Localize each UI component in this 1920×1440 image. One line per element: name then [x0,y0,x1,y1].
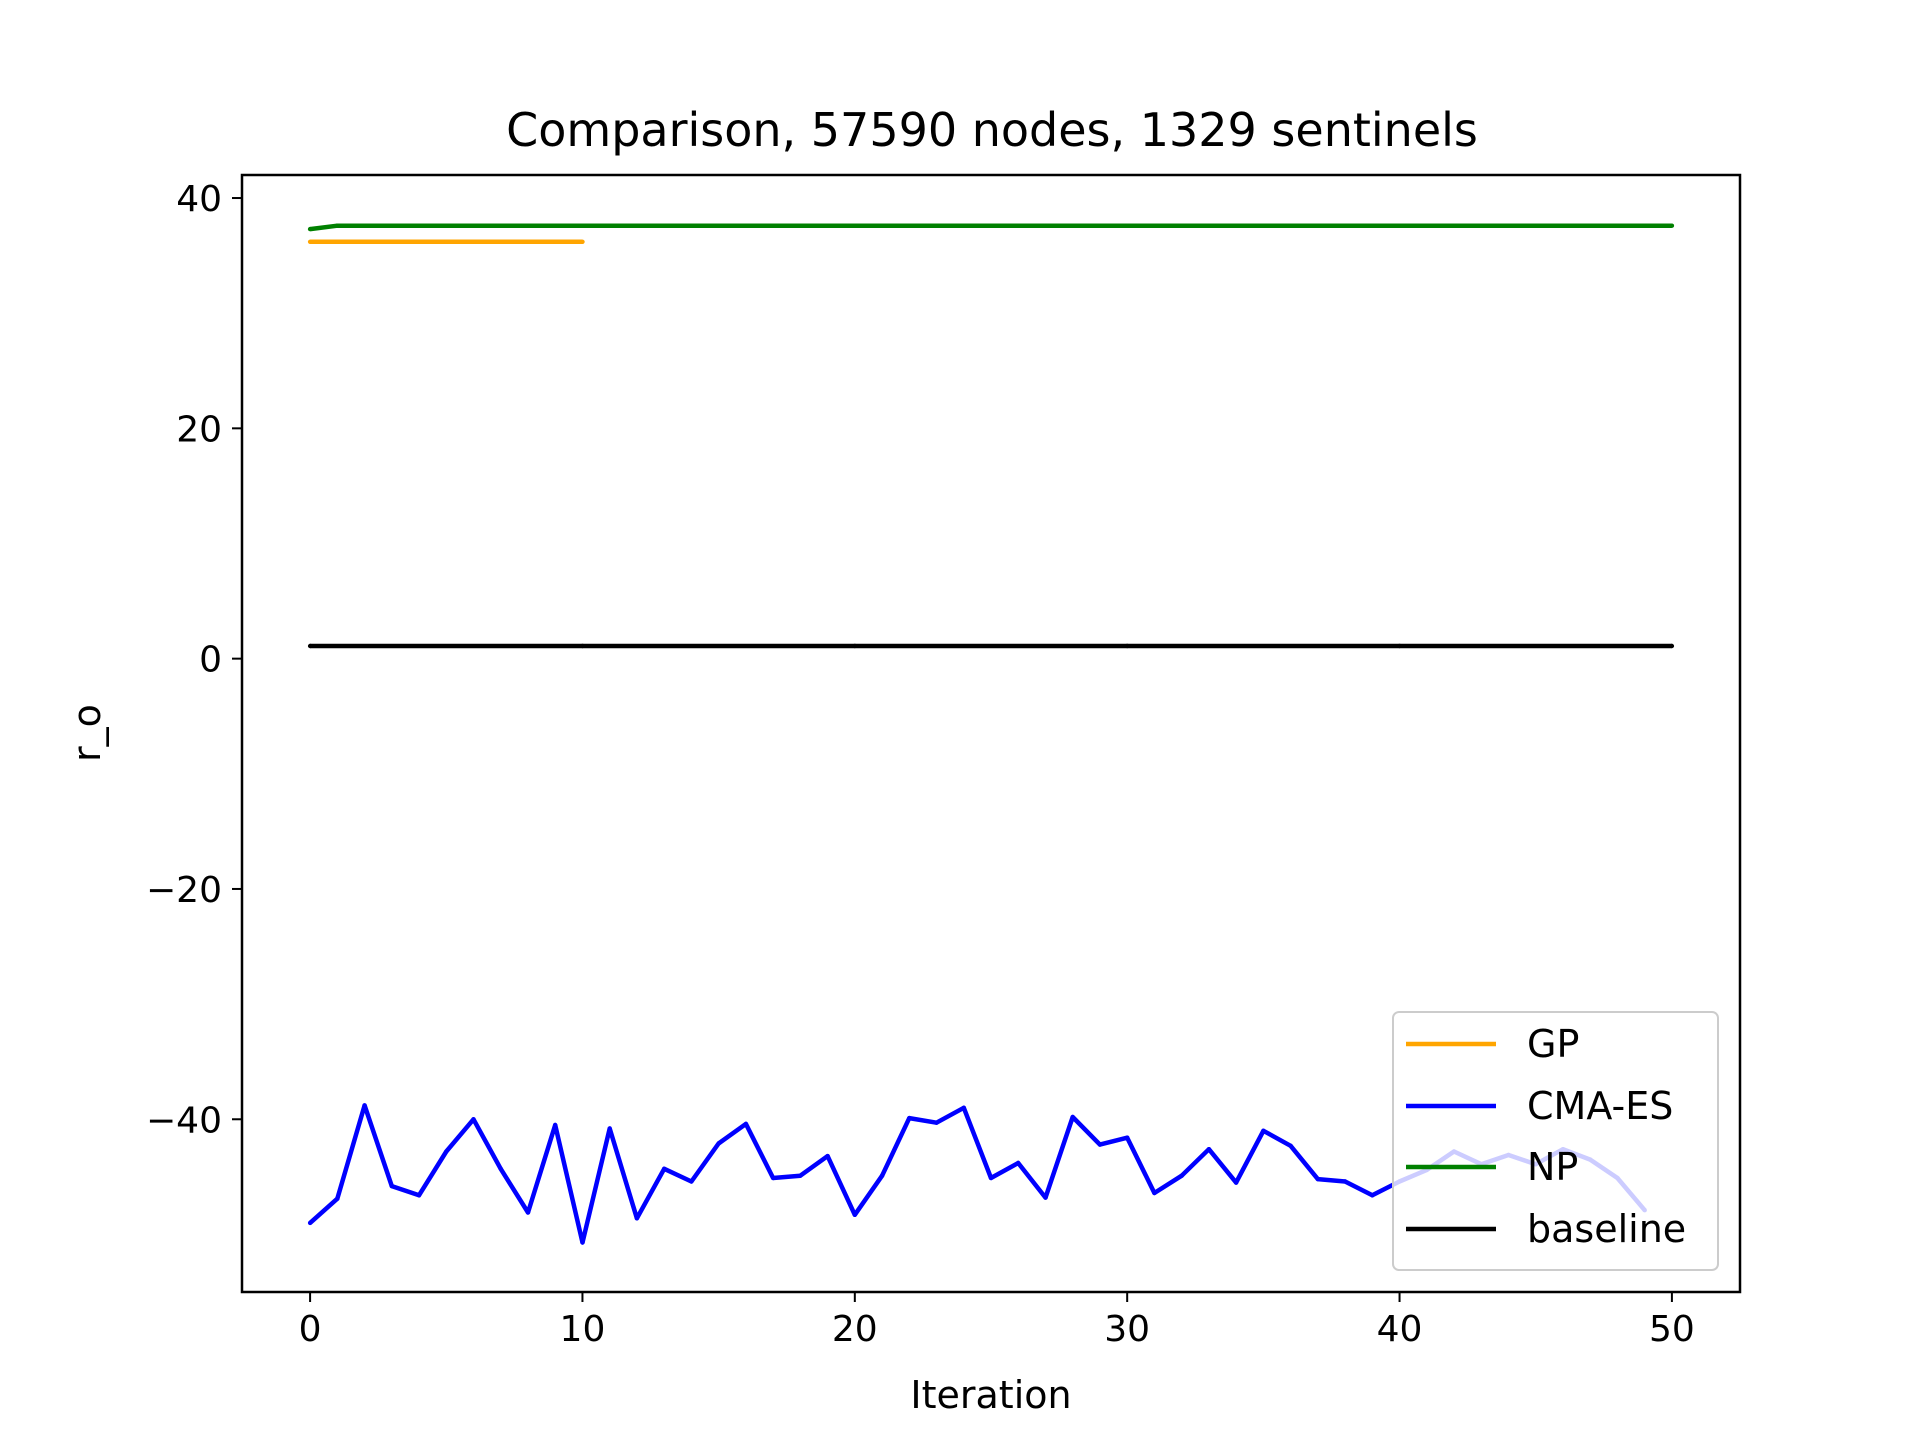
data-point-cma-es [1071,1115,1075,1119]
x-tick-label: 40 [1377,1309,1423,1350]
y-tick-label: −20 [146,870,222,911]
data-point-cma-es [390,1184,394,1188]
data-point-gp [417,240,421,244]
data-point-cma-es [825,1154,829,1158]
data-point-baseline [853,644,857,648]
legend: GP CMA-ES NP baseline [1393,1012,1718,1270]
data-point-cma-es [907,1116,911,1120]
series-gp [308,240,585,244]
y-tick-label: −40 [146,1100,222,1141]
data-point-gp [335,240,339,244]
data-point-cma-es [962,1106,966,1110]
data-point-cma-es [635,1216,639,1220]
data-point-cma-es [798,1174,802,1178]
data-point-cma-es [853,1213,857,1217]
x-axis-label: Iteration [910,1373,1071,1417]
data-point-cma-es [471,1117,475,1121]
data-point-gp [362,240,366,244]
data-point-cma-es [689,1179,693,1183]
data-point-baseline [1397,644,1401,648]
data-point-np [853,224,857,228]
data-point-cma-es [1316,1177,1320,1181]
legend-label-baseline: baseline [1527,1207,1686,1251]
data-point-gp [390,240,394,244]
data-point-cma-es [771,1176,775,1180]
legend-label-np: NP [1527,1145,1578,1189]
y-tick-label: 0 [199,640,222,681]
y-tick-label: 40 [176,179,222,220]
data-point-cma-es [1288,1144,1292,1148]
data-point-cma-es [744,1122,748,1126]
data-point-cma-es [553,1123,557,1127]
data-point-cma-es [1180,1174,1184,1178]
data-point-cma-es [444,1149,448,1153]
data-point-cma-es [335,1197,339,1201]
data-point-np [308,227,312,231]
y-tick-label: 20 [176,409,222,450]
data-point-gp [553,240,557,244]
data-point-baseline [308,644,312,648]
data-point-cma-es [1234,1180,1238,1184]
data-point-cma-es [499,1167,503,1171]
data-point-np [1125,224,1129,228]
legend-label-cma-es: CMA-ES [1527,1084,1673,1128]
data-point-np [362,224,366,228]
data-point-gp [499,240,503,244]
data-point-cma-es [989,1176,993,1180]
x-tick-label: 20 [832,1309,878,1350]
data-point-cma-es [934,1121,938,1125]
data-point-cma-es [308,1221,312,1225]
data-point-cma-es [1207,1147,1211,1151]
data-point-gp [526,240,530,244]
data-point-gp [471,240,475,244]
data-point-cma-es [1152,1191,1156,1195]
data-point-np [1670,224,1674,228]
data-point-gp [444,240,448,244]
x-tick-label: 30 [1104,1309,1150,1350]
data-point-cma-es [1261,1129,1265,1133]
data-point-np [335,224,339,228]
data-point-gp [308,240,312,244]
data-point-cma-es [662,1167,666,1171]
data-point-cma-es [362,1103,366,1107]
data-point-cma-es [1125,1136,1129,1140]
chart-title: Comparison, 57590 nodes, 1329 sentinels [506,103,1478,157]
data-point-cma-es [417,1193,421,1197]
data-point-np [580,224,584,228]
data-point-np [1397,224,1401,228]
data-point-cma-es [1043,1195,1047,1199]
data-point-cma-es [716,1141,720,1145]
data-point-cma-es [880,1174,884,1178]
data-point-cma-es [1016,1161,1020,1165]
data-point-baseline [580,644,584,648]
data-point-gp [580,240,584,244]
x-tick-label: 50 [1649,1309,1695,1350]
x-tick-label: 10 [560,1309,606,1350]
data-point-cma-es [526,1210,530,1214]
x-tick-label: 0 [299,1309,322,1350]
data-point-cma-es [580,1240,584,1244]
data-point-baseline [1670,644,1674,648]
data-point-cma-es [1098,1142,1102,1146]
data-point-cma-es [1370,1193,1374,1197]
series-baseline [308,644,1674,648]
data-point-cma-es [608,1126,612,1130]
legend-label-gp: GP [1527,1022,1579,1066]
y-axis-label: r_o [65,704,109,762]
data-point-cma-es [1343,1179,1347,1183]
data-point-baseline [1125,644,1129,648]
